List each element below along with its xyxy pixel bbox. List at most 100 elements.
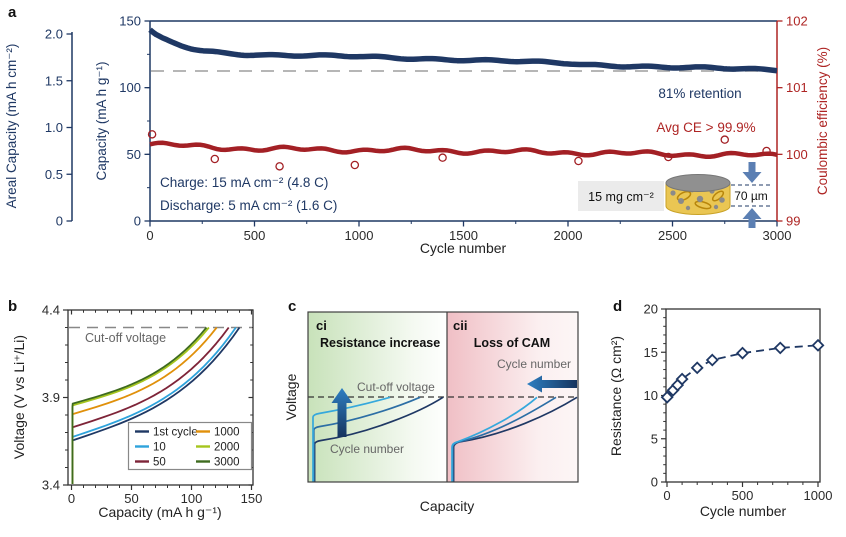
panel-label-d: d xyxy=(613,298,622,315)
tick-label: 1.0 xyxy=(45,120,63,135)
tick-label: 20 xyxy=(644,302,658,317)
tick-label: 3.9 xyxy=(42,390,60,405)
tick-label: 150 xyxy=(241,491,263,506)
tick-label: 1500 xyxy=(449,228,478,243)
resistance-diamond-marker xyxy=(660,390,674,404)
tick-label: 150 xyxy=(119,14,141,29)
ce-outlier-marker xyxy=(147,130,157,139)
capacity-axis-title-b: Capacity (mA h g⁻¹) xyxy=(98,504,221,520)
tick-label: 102 xyxy=(786,14,808,29)
cycle-number-axis-title-d: Cycle number xyxy=(700,503,787,519)
ce-outlier-marker xyxy=(720,135,730,144)
panel-d-resistance-chart: 0 500 1000 0 5 10 15 20 Resistance (Ω cm²) Cycl… xyxy=(608,302,832,520)
retention-annotation: 81% retention xyxy=(658,86,741,101)
resistance-diamond-marker xyxy=(811,338,825,352)
tick-label: 2500 xyxy=(658,228,687,243)
legend-label: 1000 xyxy=(214,427,240,439)
tick-label: 100 xyxy=(786,147,808,162)
panel-label-a: a xyxy=(8,4,17,21)
electrode-inset: 15 mg cm⁻² 70 µm xyxy=(578,162,772,228)
capacity-series-path xyxy=(148,27,778,74)
mass-loading-label: 15 mg cm⁻² xyxy=(588,190,654,204)
tick-label: 0 xyxy=(146,228,153,243)
tick-label: 99 xyxy=(786,214,800,229)
ce-outlier-marker xyxy=(438,153,447,162)
cii-label: cii xyxy=(453,318,467,333)
legend-label: 50 xyxy=(153,457,166,469)
coulombic-efficiency-axis-title: Coulombic efficiency (%) xyxy=(815,47,830,195)
panel-label-c: c xyxy=(288,298,296,315)
ce-outlier-marker xyxy=(664,152,673,162)
voltage-axis-title-b: Voltage (V vs Li⁺/Li) xyxy=(11,335,27,459)
tick-label: 50 xyxy=(124,491,138,506)
legend-label: 10 xyxy=(153,442,166,454)
resistance-axis-title: Resistance (Ω cm²) xyxy=(608,336,624,456)
voltage-curve xyxy=(71,326,218,484)
tick-label: 3000 xyxy=(763,228,792,243)
resistance-diamond-marker xyxy=(675,372,689,386)
coulombic-efficiency-series-path xyxy=(149,140,778,160)
cii-title: Loss of CAM xyxy=(474,336,550,350)
panel-a-cycling-chart: 0 500 1000 1500 2000 2500 300005010015000.51.0… xyxy=(4,14,830,257)
electrode-texture xyxy=(670,187,725,211)
tick-label: 10 xyxy=(644,388,658,403)
voltage-curve xyxy=(71,326,237,484)
tick-label: 1.5 xyxy=(45,73,63,88)
areal-capacity-axis-title: Areal Capacity (mA h cm⁻²) xyxy=(4,44,19,209)
panel-c-border xyxy=(307,311,579,483)
legend-label: 2000 xyxy=(214,442,240,454)
panel-c-dynamic xyxy=(308,396,578,482)
avg-ce-annotation: Avg CE > 99.9% xyxy=(656,120,755,135)
resistance-diamond-marker xyxy=(773,341,787,355)
panel-d-dynamic: 0 500 1000 0 5 10 15 20 xyxy=(644,302,833,504)
tick-label: 1000 xyxy=(804,488,833,503)
thickness-label: 70 µm xyxy=(734,189,768,203)
tick-label: 100 xyxy=(119,80,141,95)
tick-label: 0 xyxy=(134,214,141,229)
tick-label: 15 xyxy=(644,345,658,360)
ce-outlier-marker xyxy=(762,146,771,156)
tick-label: 500 xyxy=(732,488,754,503)
panel-label-b: b xyxy=(8,298,17,315)
tick-label: 101 xyxy=(786,80,808,95)
cycle-number-left-arrow-icon xyxy=(527,375,577,393)
tick-label: 5 xyxy=(651,431,658,446)
tick-label: 500 xyxy=(244,228,266,243)
legend-label: 1st cycle xyxy=(153,427,198,439)
tick-label: 2.0 xyxy=(45,27,63,42)
charge-rate-annotation: Charge: 15 mA cm⁻² (4.8 C) xyxy=(160,175,328,190)
panel-a-dynamic: 0 500 1000 1500 2000 2500 300005010015000.51.0… xyxy=(45,14,808,244)
cutoff-voltage-label-b: Cut-off voltage xyxy=(85,331,166,345)
resistance-diamond-marker xyxy=(736,346,749,360)
ce-outlier-marker xyxy=(210,154,220,164)
ce-outlier-marker xyxy=(574,156,583,166)
tick-label: 0 xyxy=(56,214,63,229)
schematic-voltage-curve xyxy=(451,396,538,482)
tick-label: 0 xyxy=(663,488,670,503)
mass-loading-badge xyxy=(578,181,664,211)
panel-c-degradation-schematic: ci Resistance increase cii Loss of CAM C… xyxy=(283,311,579,514)
resistance-diamond-marker xyxy=(690,361,704,375)
tick-label: 1000 xyxy=(345,228,374,243)
thickness-arrow-up-icon xyxy=(742,208,762,228)
tick-label: 3.4 xyxy=(42,478,60,493)
voltage-curve xyxy=(71,326,241,484)
cycle-number-axis-title-a: Cycle number xyxy=(420,240,507,256)
tick-label: 0 xyxy=(651,475,658,490)
cii-cycle-number-label: Cycle number xyxy=(497,357,571,371)
capacity-axis-title-c: Capacity xyxy=(420,498,474,514)
panel-b-dynamic: 0 50 100 150 3.4 3.9 4.4 1st cycle 10 50 1000 2000 3… xyxy=(42,303,262,507)
resistance-diamond-marker xyxy=(705,353,719,367)
schematic-voltage-curve xyxy=(312,396,421,482)
tick-label: 50 xyxy=(127,147,141,162)
tick-label: 0.5 xyxy=(45,167,63,182)
ci-title: Resistance increase xyxy=(320,336,440,350)
schematic-voltage-curve xyxy=(312,396,391,482)
voltage-curve xyxy=(71,326,230,484)
ci-cycle-number-label: Cycle number xyxy=(330,442,404,456)
electrode-top-face xyxy=(665,174,731,192)
discharge-rate-annotation: Discharge: 5 mA cm⁻² (1.6 C) xyxy=(160,198,337,213)
tick-label: 4.4 xyxy=(42,303,60,318)
